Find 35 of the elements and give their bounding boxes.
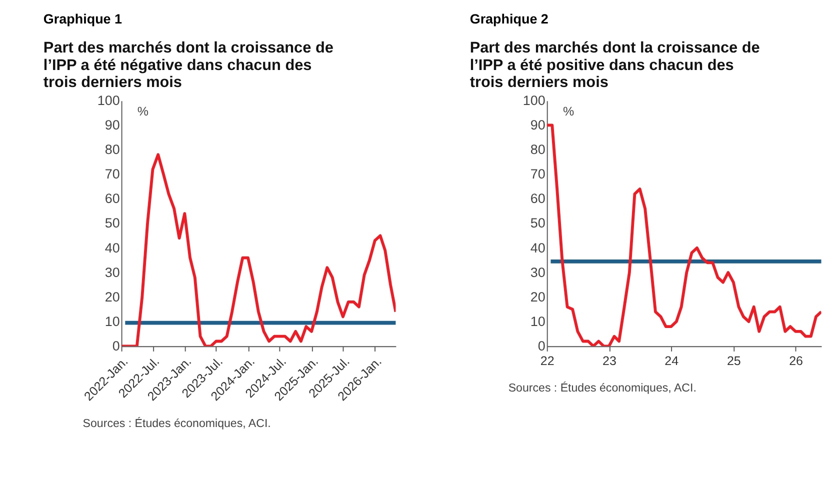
y-tick-label: 20 — [104, 289, 120, 304]
x-tick-label: 22 — [540, 354, 554, 368]
y-tick-label: 90 — [104, 118, 120, 133]
y-tick-label: 80 — [104, 142, 120, 158]
y-tick-label: 50 — [530, 216, 546, 231]
x-tick-label: 24 — [664, 354, 679, 368]
y-tick-label: 0 — [538, 338, 546, 354]
y-tick-label: 30 — [104, 264, 120, 280]
source-note: Sources : Études économiques, ACI. — [82, 416, 271, 430]
y-tick-label: 60 — [104, 191, 120, 206]
y-tick-label: 80 — [530, 142, 546, 158]
y-tick-label: 10 — [104, 314, 120, 329]
y-tick-label: 70 — [104, 166, 120, 182]
chart-subtitle: Part des marchés dont la croissance de l’IPP a été négative dans chacun des trois derniers mois — [43, 40, 334, 92]
chart-subtitle: Part des marchés dont la croissance de l’IPP a été positive dans chacun des trois derniers mois — [470, 40, 760, 92]
y-tick-label: 20 — [530, 289, 546, 304]
y-tick-label: 70 — [530, 166, 546, 182]
y-tick-label: 100 — [522, 92, 546, 108]
y-tick-label: 40 — [104, 240, 120, 256]
y-tick-label: 50 — [104, 216, 120, 231]
y-axis-title: % — [562, 104, 574, 119]
source-note: Sources : Études économiques, ACI. — [508, 380, 696, 394]
y-tick-label: 100 — [97, 92, 120, 108]
x-tick-label: 25 — [726, 354, 741, 368]
y-tick-label: 0 — [112, 338, 120, 354]
x-tick-label: 23 — [602, 354, 616, 368]
y-tick-label: 30 — [530, 264, 546, 280]
y-tick-label: 90 — [530, 118, 546, 133]
x-tick-label: 26 — [789, 354, 804, 368]
chart-title: Graphique 1 — [43, 12, 123, 27]
y-tick-label: 60 — [530, 191, 546, 206]
y-axis-title: % — [137, 104, 149, 119]
y-tick-label: 40 — [530, 240, 546, 256]
chart-title: Graphique 2 — [470, 12, 548, 27]
y-tick-label: 10 — [530, 314, 546, 329]
